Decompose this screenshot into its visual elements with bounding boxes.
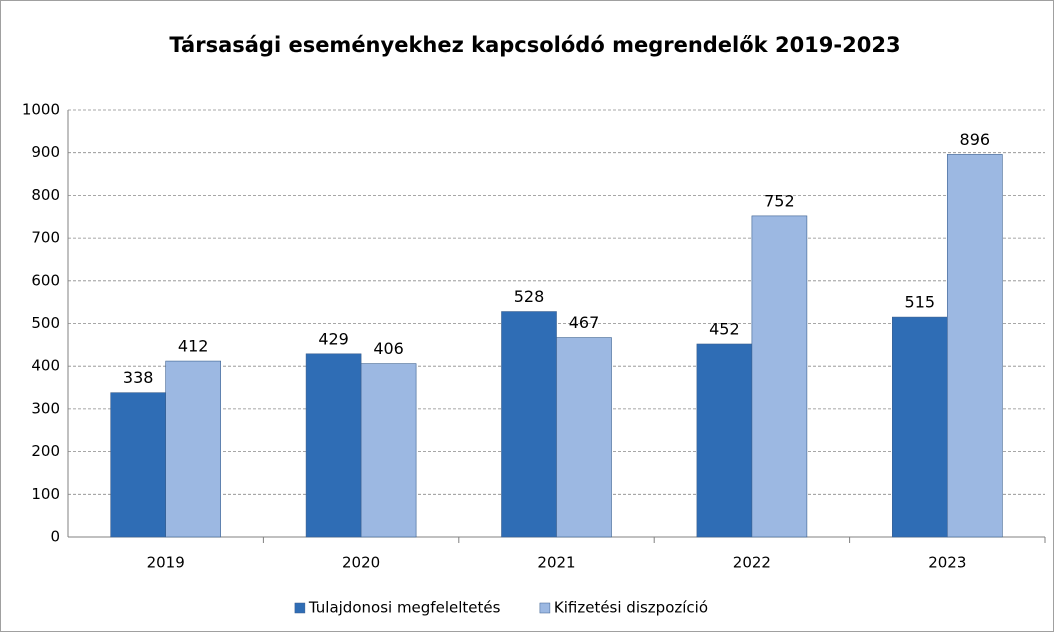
y-tick-label: 600 — [31, 271, 60, 289]
data-label: 528 — [514, 287, 545, 306]
data-label: 896 — [960, 130, 991, 149]
y-tick-label: 100 — [31, 485, 60, 503]
y-tick-label: 800 — [31, 186, 60, 204]
data-label: 452 — [709, 319, 740, 338]
y-tick-label: 300 — [31, 399, 60, 417]
legend-swatch — [294, 602, 306, 614]
bar — [110, 392, 166, 538]
y-tick-label: 700 — [31, 229, 60, 247]
legend-label: Tulajdonosi megfeleltetés — [308, 599, 501, 617]
bar — [946, 154, 1003, 538]
data-label: 406 — [373, 339, 404, 358]
bar — [165, 360, 221, 538]
bar — [360, 363, 417, 538]
y-tick-label: 200 — [31, 442, 60, 460]
x-tick-label: 2020 — [342, 554, 380, 572]
x-tick-label: 2023 — [928, 554, 966, 572]
data-label: 429 — [318, 329, 349, 348]
legend-label: Kifizetési diszpozíció — [554, 599, 708, 617]
x-tick-label: 2019 — [147, 554, 185, 572]
y-tick-label: 0 — [50, 528, 60, 546]
bar — [556, 337, 612, 538]
bar — [501, 311, 557, 538]
y-tick-label: 900 — [31, 143, 60, 161]
bar — [751, 215, 808, 538]
y-tick-label: 500 — [31, 314, 60, 332]
bar — [305, 353, 362, 538]
bar — [696, 343, 753, 538]
data-label: 515 — [905, 293, 936, 312]
data-label: 752 — [764, 191, 795, 210]
chart-title: Társasági eseményekhez kapcsolódó megren… — [169, 33, 900, 57]
bar — [891, 316, 948, 538]
y-tick-label: 400 — [31, 357, 60, 375]
data-label: 338 — [123, 368, 154, 387]
data-label: 467 — [569, 313, 600, 332]
legend-swatch — [539, 602, 551, 614]
data-label: 412 — [178, 337, 209, 356]
x-tick-label: 2022 — [733, 554, 771, 572]
x-tick-label: 2021 — [537, 554, 575, 572]
y-tick-label: 1000 — [22, 101, 60, 119]
